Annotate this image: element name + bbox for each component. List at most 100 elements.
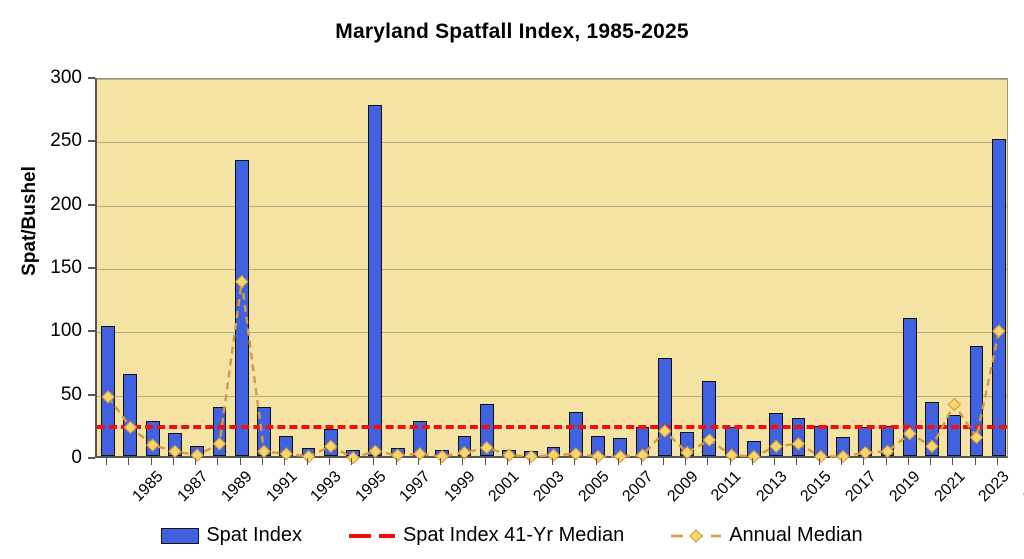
- bar: [769, 412, 784, 456]
- x-axis-tick-mark: [796, 458, 798, 465]
- bar: [479, 404, 494, 456]
- y-axis-tick-label: 200: [50, 193, 82, 215]
- x-axis-tick-mark: [952, 458, 954, 465]
- legend-item[interactable]: Spat Index: [161, 524, 302, 547]
- bar: [813, 425, 828, 456]
- bar: [212, 406, 227, 456]
- x-axis-tick-mark: [128, 458, 130, 465]
- plot-area: [95, 78, 1008, 465]
- bar: [546, 447, 561, 456]
- bar: [568, 411, 583, 456]
- x-axis-tick-label: 2007: [619, 468, 657, 506]
- gridline: [97, 395, 1007, 397]
- x-axis-tick-mark: [996, 458, 998, 465]
- x-axis-tick-mark: [217, 458, 219, 465]
- legend-dashed-line-swatch: [348, 533, 395, 538]
- bar: [591, 435, 605, 456]
- y-axis-tick-mark: [88, 393, 95, 396]
- y-axis-tick-label: 250: [50, 130, 82, 152]
- x-axis-tick-label: 1997: [396, 468, 434, 506]
- y-axis-tick-label: 100: [50, 320, 82, 342]
- x-axis-tick-label: 2013: [753, 468, 791, 506]
- y-axis-tick-mark: [88, 457, 95, 459]
- x-axis-tick-mark: [172, 458, 174, 465]
- x-axis-tick-mark: [640, 458, 642, 465]
- bar: [657, 358, 672, 456]
- x-axis-tick-mark: [685, 458, 687, 465]
- x-axis-tick-mark: [106, 458, 108, 465]
- bar: [301, 448, 316, 456]
- x-axis-tick-label: 1999: [441, 468, 479, 506]
- x-axis-tick-mark: [239, 458, 241, 465]
- bar: [234, 159, 249, 456]
- legend-item[interactable]: Annual Median: [670, 524, 863, 547]
- gridline: [97, 332, 1007, 334]
- x-axis-tick-mark: [262, 458, 263, 465]
- bar: [323, 429, 338, 456]
- page-title: Maryland Spatfall Index, 1985-2025: [335, 20, 689, 43]
- x-axis-tick-mark: [930, 458, 932, 465]
- x-axis-tick-label: 2009: [663, 468, 702, 506]
- x-axis-tick-label: 2017: [842, 468, 880, 506]
- x-axis-tick-mark: [351, 458, 353, 465]
- x-axis-tick-mark: [395, 458, 397, 465]
- x-axis-tick-mark: [417, 458, 419, 465]
- x-axis-tick-label: 2015: [797, 468, 835, 506]
- x-axis-tick-mark: [195, 458, 197, 465]
- bar: [969, 345, 984, 456]
- x-axis-tick-label: 2011: [708, 468, 745, 505]
- bar: [457, 435, 472, 456]
- y-axis-tick-label: 50: [60, 383, 82, 405]
- y-axis-title: Spat/Bushel: [19, 166, 40, 276]
- x-axis-tick-mark: [596, 458, 598, 465]
- x-axis-tick-mark: [484, 458, 486, 465]
- gridline: [97, 205, 1007, 207]
- x-axis-tick-mark: [818, 458, 820, 465]
- x-axis-tick-mark: [974, 458, 976, 465]
- bar: [747, 440, 761, 456]
- x-axis-tick-label: 2019: [886, 468, 924, 506]
- legend-bar-swatch: [161, 527, 200, 544]
- x-axis-tick-mark: [284, 458, 286, 465]
- bar: [635, 426, 650, 456]
- x-axis-tick-mark: [729, 458, 731, 465]
- y-axis-tick-mark: [88, 267, 95, 269]
- x-axis-tick-mark: [440, 458, 442, 465]
- bar: [435, 449, 450, 456]
- x-axis-tick-mark: [150, 458, 152, 465]
- x-axis-tick-label: 1991: [263, 468, 301, 506]
- bar: [991, 139, 1006, 456]
- bar: [880, 425, 895, 456]
- annual-median-marker: [947, 397, 962, 412]
- x-axis-tick-mark: [573, 458, 575, 465]
- x-axis-tick-mark: [662, 458, 664, 465]
- bar: [791, 418, 806, 456]
- bar: [902, 317, 917, 456]
- legend-item[interactable]: Spat Index 41-Yr Median: [348, 524, 624, 547]
- x-axis-tick-label: 1985: [129, 468, 167, 506]
- x-axis-tick-mark: [707, 458, 709, 465]
- bar: [190, 445, 205, 456]
- bar: [702, 381, 717, 456]
- gridline: [97, 79, 1007, 80]
- bar: [836, 437, 850, 456]
- legend-annual-median-swatch: [671, 528, 722, 543]
- x-axis-tick-mark: [462, 458, 464, 465]
- y-axis-tick-label: 300: [50, 67, 82, 88]
- bar: [101, 325, 116, 456]
- x-axis-tick-label: 2005: [574, 468, 613, 506]
- x-axis-tick-mark: [774, 458, 776, 465]
- bar: [168, 433, 182, 456]
- bar: [502, 449, 516, 456]
- x-axis-tick-label: 2023: [975, 468, 1013, 506]
- gridline: [97, 269, 1007, 270]
- x-axis-tick-mark: [751, 458, 753, 465]
- x-axis-tick-mark: [885, 458, 887, 465]
- legend-item-label: Annual Median: [729, 524, 863, 546]
- bar: [123, 373, 138, 456]
- x-axis-tick-mark: [840, 458, 842, 465]
- bar: [524, 450, 539, 456]
- legend-item-label: Spat Index 41-Yr Median: [402, 524, 625, 546]
- x-axis-tick-mark: [863, 458, 865, 465]
